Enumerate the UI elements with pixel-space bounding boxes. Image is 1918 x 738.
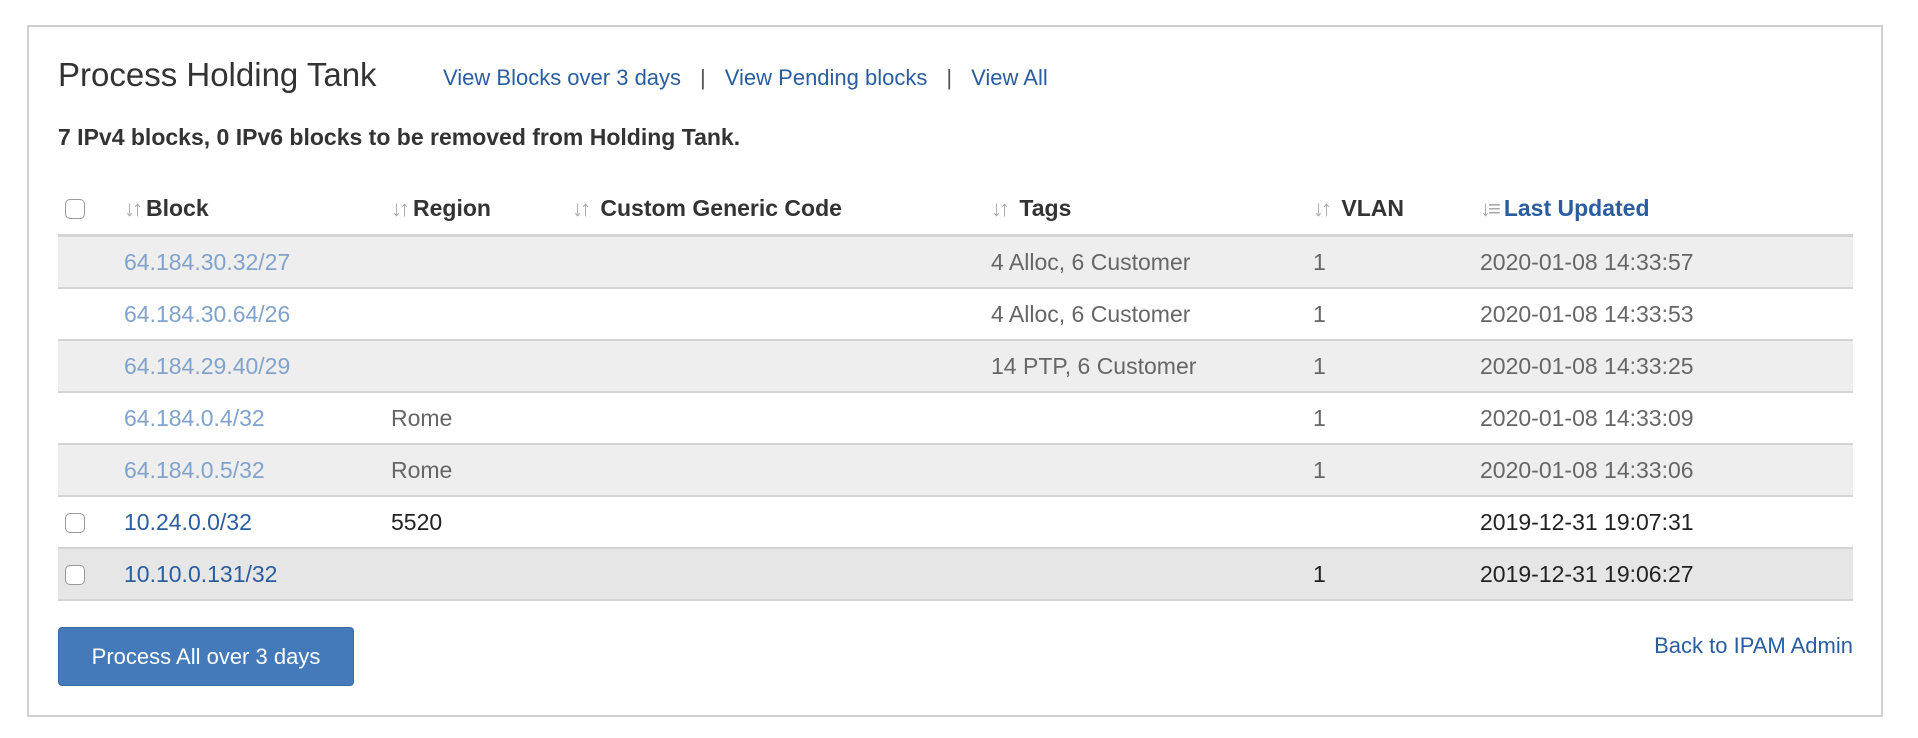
vlan-cell: 1	[1313, 444, 1480, 497]
table-row: 64.184.30.32/27 4 Alloc, 6 Customer 1 2020-…	[58, 235, 1853, 289]
region-cell	[391, 235, 572, 289]
process-all-button[interactable]: Process All over 3 days	[58, 627, 354, 686]
block-link[interactable]: 64.184.30.32/27	[124, 248, 291, 275]
vlan-cell: 1	[1313, 392, 1480, 445]
tags-cell: 4 Alloc, 6 Customer	[991, 288, 1313, 341]
column-header-custom-generic-code[interactable]: ↓↑ Custom Generic Code	[572, 182, 991, 237]
back-to-ipam-admin-link[interactable]: Back to IPAM Admin	[1654, 633, 1853, 658]
custom-code-cell	[572, 235, 991, 289]
table-header-row: ↓↑ Block ↓↑ Region ↓↑ Custom Generic Code …	[58, 182, 1853, 237]
column-label: VLAN	[1341, 194, 1405, 221]
last-updated-cell: 2020-01-08 14:33:57	[1480, 235, 1853, 289]
row-checkbox[interactable]	[65, 513, 85, 534]
column-header-vlan[interactable]: ↓↑ VLAN	[1313, 182, 1480, 237]
view-all-link[interactable]: View All	[971, 65, 1048, 90]
table-row: 64.184.0.4/32 Rome 1 2020-01-08 14:33:09	[58, 392, 1853, 445]
last-updated-cell: 2019-12-31 19:06:27	[1480, 548, 1853, 601]
column-header-tags[interactable]: ↓↑ Tags	[991, 182, 1313, 237]
column-label: Custom Generic Code	[600, 194, 842, 221]
block-link[interactable]: 10.10.0.131/32	[124, 560, 278, 587]
sort-icon: ↓↑	[991, 195, 1010, 221]
table-row: 64.184.0.5/32 Rome 1 2020-01-08 14:33:06	[58, 444, 1853, 497]
region-cell	[391, 340, 572, 393]
custom-code-cell	[572, 340, 991, 393]
custom-code-cell	[572, 288, 991, 341]
region-cell	[391, 288, 572, 341]
block-link[interactable]: 64.184.0.4/32	[124, 404, 265, 431]
blocks-table: ↓↑ Block ↓↑ Region ↓↑ Custom Generic Code …	[58, 182, 1853, 601]
vlan-cell: 1	[1313, 235, 1480, 289]
block-link[interactable]: 64.184.30.64/26	[124, 300, 291, 327]
column-header-last-updated[interactable]: ↓≡ Last Updated	[1480, 182, 1853, 237]
custom-code-cell	[572, 444, 991, 497]
custom-code-cell	[572, 392, 991, 445]
tags-cell	[991, 392, 1313, 445]
tags-cell	[991, 444, 1313, 497]
custom-code-cell	[572, 548, 991, 601]
table-row: 64.184.29.40/29 14 PTP, 6 Customer 1 2020-0…	[58, 340, 1853, 393]
sort-icon: ↓↑	[1313, 195, 1332, 221]
column-header-region[interactable]: ↓↑ Region	[391, 182, 572, 237]
block-link[interactable]: 10.24.0.0/32	[124, 508, 252, 535]
column-label: Last Updated	[1503, 194, 1650, 221]
tags-cell	[991, 496, 1313, 549]
view-links: View Blocks over 3 days | View Pending blo…	[443, 65, 1048, 91]
table-row: 10.10.0.131/32 1 2019-12-31 19:06:27	[58, 548, 1853, 601]
last-updated-cell: 2019-12-31 19:07:31	[1480, 496, 1853, 549]
separator: |	[946, 65, 953, 90]
sort-icon: ↓↑	[391, 195, 410, 221]
sort-icon: ↓↑	[572, 195, 591, 221]
region-cell: Rome	[391, 444, 572, 497]
vlan-cell: 1	[1313, 340, 1480, 393]
holding-tank-panel	[27, 25, 1883, 717]
region-cell: Rome	[391, 392, 572, 445]
page-title: Process Holding Tank	[58, 56, 377, 93]
column-label: Region	[413, 194, 491, 221]
row-checkbox[interactable]	[65, 565, 85, 586]
last-updated-cell: 2020-01-08 14:33:09	[1480, 392, 1853, 445]
select-all-checkbox[interactable]	[65, 199, 85, 220]
sort-icon: ↓↑	[124, 195, 143, 221]
tags-cell: 14 PTP, 6 Customer	[991, 340, 1313, 393]
column-header-block[interactable]: ↓↑ Block	[124, 182, 391, 237]
table-row: 10.24.0.0/32 5520 2019-12-31 19:07:31	[58, 496, 1853, 549]
vlan-cell	[1313, 496, 1480, 549]
column-label: Tags	[1019, 194, 1072, 221]
block-link[interactable]: 64.184.0.5/32	[124, 456, 265, 483]
sort-descending-icon: ↓≡	[1480, 195, 1501, 221]
custom-code-cell	[572, 496, 991, 549]
column-label: Block	[146, 194, 209, 221]
region-cell: 5520	[391, 496, 572, 549]
view-pending-blocks-link[interactable]: View Pending blocks	[724, 65, 928, 90]
vlan-cell: 1	[1313, 288, 1480, 341]
tags-cell: 4 Alloc, 6 Customer	[991, 235, 1313, 289]
summary-text: 7 IPv4 blocks, 0 IPv6 blocks to be remov…	[58, 124, 741, 150]
vlan-cell: 1	[1313, 548, 1480, 601]
region-cell	[391, 548, 572, 601]
last-updated-cell: 2020-01-08 14:33:25	[1480, 340, 1853, 393]
table-row: 64.184.30.64/26 4 Alloc, 6 Customer 1 2020-…	[58, 288, 1853, 341]
block-link[interactable]: 64.184.29.40/29	[124, 352, 291, 379]
last-updated-cell: 2020-01-08 14:33:53	[1480, 288, 1853, 341]
last-updated-cell: 2020-01-08 14:33:06	[1480, 444, 1853, 497]
separator: |	[700, 65, 706, 90]
tags-cell	[991, 548, 1313, 601]
view-blocks-over-3-days-link[interactable]: View Blocks over 3 days	[443, 65, 682, 90]
